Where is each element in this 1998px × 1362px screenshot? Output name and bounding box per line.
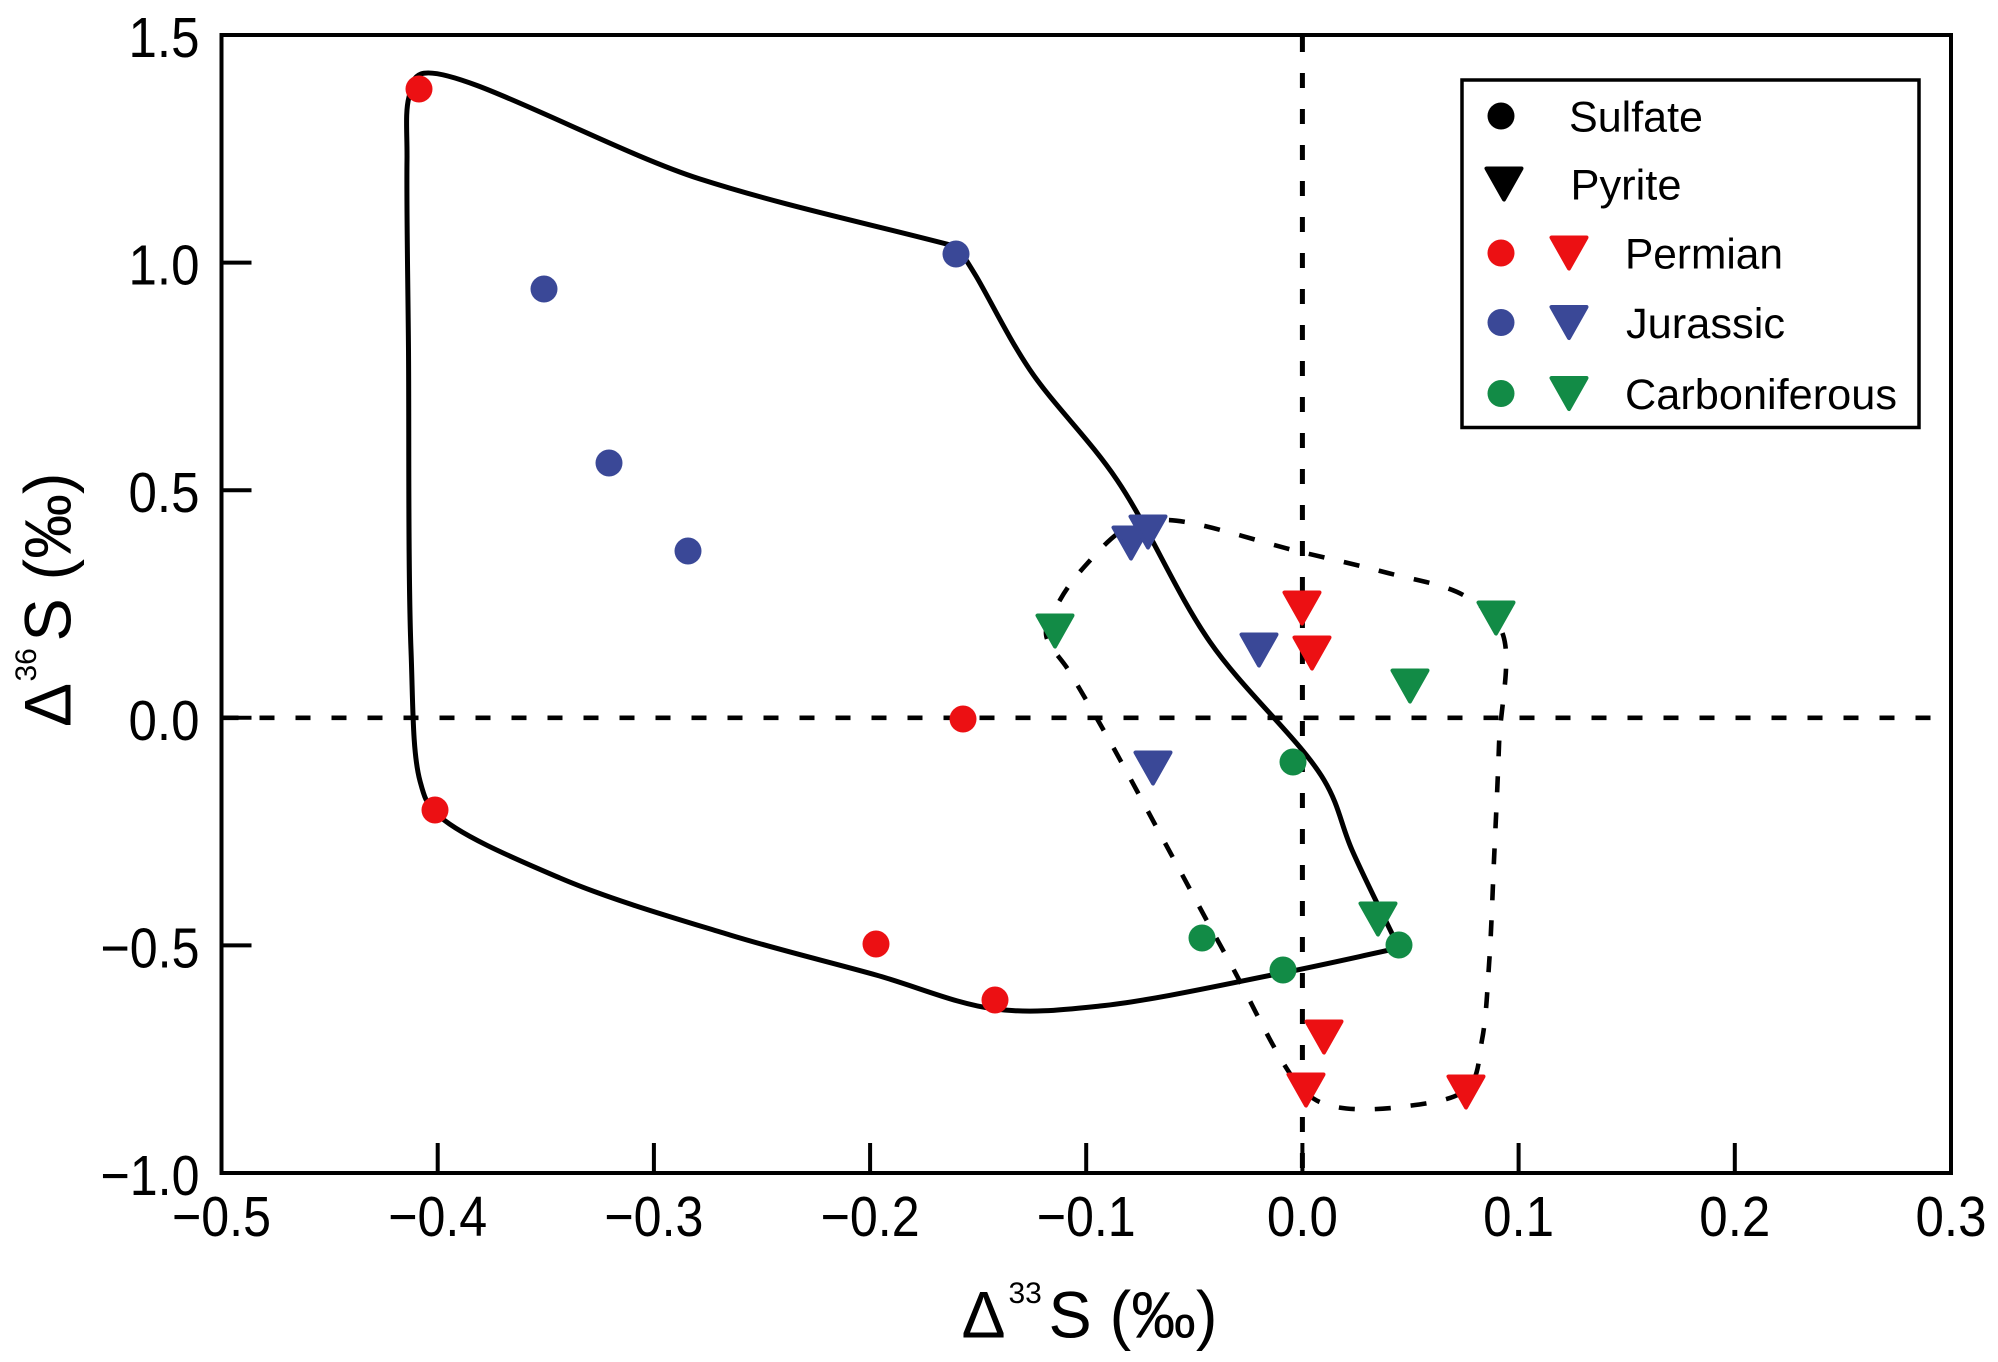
- svg-text:Δ36S (‰): Δ36S (‰): [10, 473, 85, 728]
- svg-text:Sulfate: Sulfate: [1569, 93, 1703, 141]
- svg-text:−0.4: −0.4: [388, 1185, 487, 1249]
- svg-text:Permian: Permian: [1625, 230, 1783, 278]
- svg-text:−0.2: −0.2: [821, 1185, 920, 1249]
- svg-text:1.5: 1.5: [129, 6, 200, 70]
- svg-text:0.5: 0.5: [129, 461, 200, 525]
- svg-text:0.1: 0.1: [1483, 1185, 1554, 1249]
- svg-text:0.0: 0.0: [129, 689, 200, 753]
- svg-text:−0.1: −0.1: [1037, 1185, 1136, 1249]
- svg-text:Jurassic: Jurassic: [1626, 300, 1785, 348]
- svg-text:0.2: 0.2: [1699, 1185, 1770, 1249]
- svg-text:−0.5: −0.5: [172, 1185, 271, 1249]
- svg-text:Pyrite: Pyrite: [1571, 161, 1682, 209]
- svg-text:1.0: 1.0: [129, 234, 200, 298]
- svg-text:−1.0: −1.0: [101, 1144, 200, 1208]
- svg-text:−0.3: −0.3: [604, 1185, 703, 1249]
- svg-text:0.3: 0.3: [1916, 1185, 1987, 1249]
- svg-text:−0.5: −0.5: [101, 916, 200, 980]
- svg-text:Carboniferous: Carboniferous: [1625, 371, 1897, 419]
- svg-text:0.0: 0.0: [1267, 1185, 1338, 1249]
